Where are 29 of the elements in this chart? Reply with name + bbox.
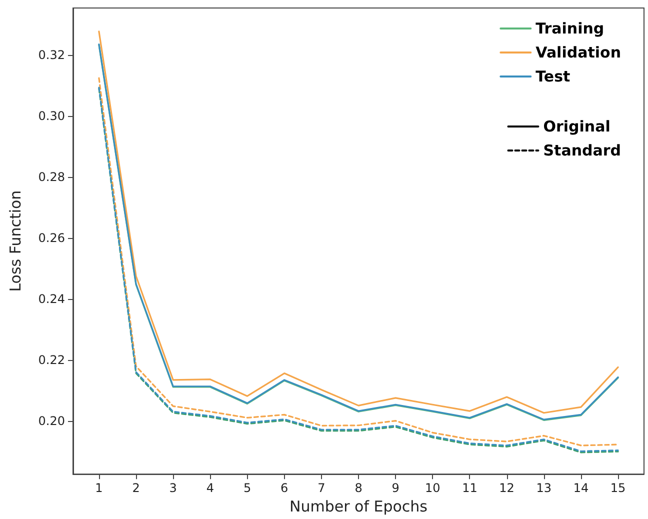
- x-tick-label: 6: [280, 481, 288, 496]
- y-tick-label: 0.30: [38, 109, 65, 124]
- y-tick-label: 0.24: [38, 292, 65, 306]
- x-tick-label: 10: [425, 481, 440, 496]
- x-tick-label: 1: [95, 481, 103, 496]
- legend-label: Test: [536, 68, 570, 86]
- x-tick-label: 4: [206, 481, 214, 496]
- x-tick-label: 13: [536, 481, 552, 496]
- y-tick-label: 0.28: [38, 170, 65, 184]
- y-axis-title: Loss Function: [6, 190, 24, 292]
- x-tick-label: 15: [610, 481, 626, 496]
- x-tick-label: 12: [499, 481, 514, 496]
- x-tick-label: 11: [462, 481, 478, 496]
- x-axis-title: Number of Epochs: [290, 498, 428, 516]
- legend-label: Standard: [543, 142, 622, 160]
- y-tick-label: 0.20: [38, 414, 65, 428]
- y-tick-label: 0.26: [38, 231, 65, 246]
- legend-label: Original: [543, 118, 610, 136]
- legend-label: Training: [536, 20, 604, 38]
- legend-label: Validation: [536, 44, 622, 62]
- x-tick-label: 14: [573, 481, 589, 496]
- x-tick-label: 9: [392, 481, 400, 496]
- x-tick-label: 2: [132, 481, 140, 496]
- x-tick-label: 3: [169, 481, 177, 496]
- x-tick-label: 7: [318, 481, 326, 496]
- x-tick-label: 8: [354, 481, 362, 496]
- y-tick-label: 0.22: [38, 352, 65, 367]
- y-tick-label: 0.32: [38, 48, 65, 62]
- x-tick-label: 5: [243, 481, 252, 496]
